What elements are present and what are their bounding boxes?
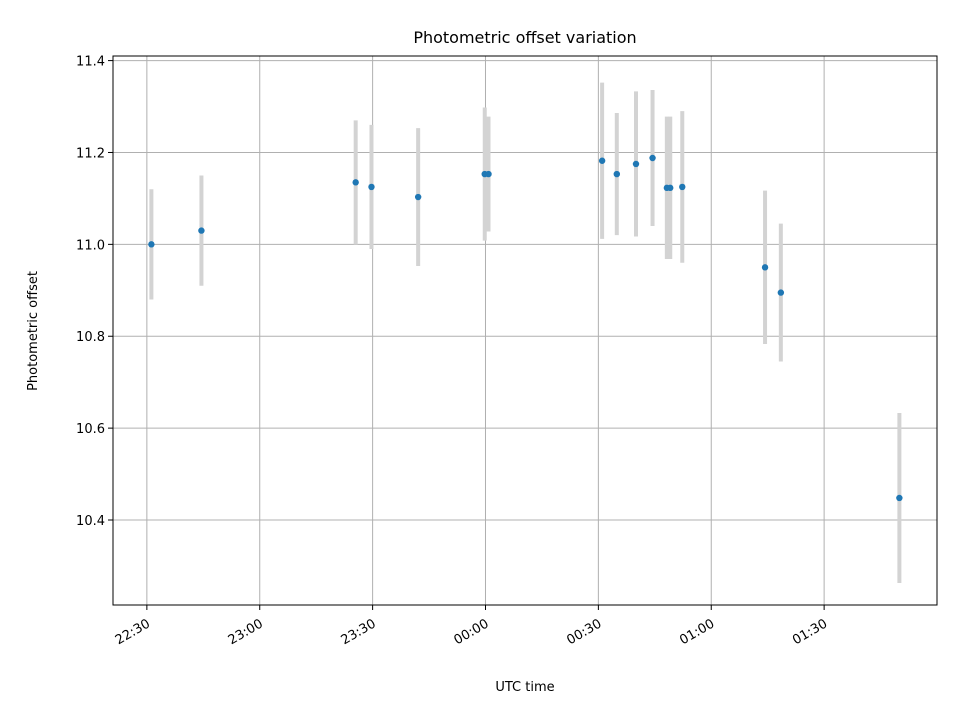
- plot-frame: [112, 55, 938, 606]
- data-point: [368, 183, 375, 191]
- y-tick-label: 10.6: [76, 422, 105, 437]
- x-tick-label: 00:30: [564, 616, 604, 648]
- data-point: [148, 241, 155, 248]
- data-point: [613, 170, 621, 178]
- x-tick-label: 22:30: [113, 616, 153, 648]
- data-point: [761, 264, 769, 271]
- y-tick-label: 10.8: [76, 330, 105, 345]
- y-tick-label: 11.4: [76, 55, 105, 70]
- x-axis-ticks: 22:30 23:00 23:30 00:00 00:30 01:00 01:30: [113, 605, 830, 648]
- y-axis-label: Photometric offset: [26, 271, 41, 391]
- data-point: [649, 154, 656, 162]
- error-bars: [149, 82, 902, 583]
- data-point: [777, 289, 785, 296]
- grid-lines: [113, 56, 937, 605]
- x-tick-label: 23:00: [226, 616, 266, 648]
- x-tick-label: 01:00: [677, 616, 717, 648]
- data-point: [198, 227, 205, 234]
- data-point: [896, 494, 903, 502]
- data-point: [485, 170, 492, 178]
- y-tick-label: 10.4: [76, 514, 105, 529]
- y-axis-ticks: 10.4 10.6 10.8 11.0 11.2 11.4: [76, 55, 113, 529]
- x-tick-label: 00:00: [452, 616, 492, 648]
- data-point: [679, 183, 686, 191]
- data-point: [414, 193, 422, 201]
- data-point: [632, 160, 640, 168]
- data-points: [148, 154, 903, 502]
- x-tick-label: 01:30: [790, 616, 830, 648]
- x-axis-label: UTC time: [495, 680, 554, 695]
- y-tick-label: 11.2: [76, 146, 105, 161]
- chart-title: Photometric offset variation: [413, 28, 636, 47]
- data-point: [352, 179, 359, 186]
- y-tick-label: 11.0: [76, 238, 105, 253]
- data-point: [598, 157, 606, 164]
- data-point: [667, 184, 674, 192]
- x-tick-label: 23:30: [339, 616, 379, 648]
